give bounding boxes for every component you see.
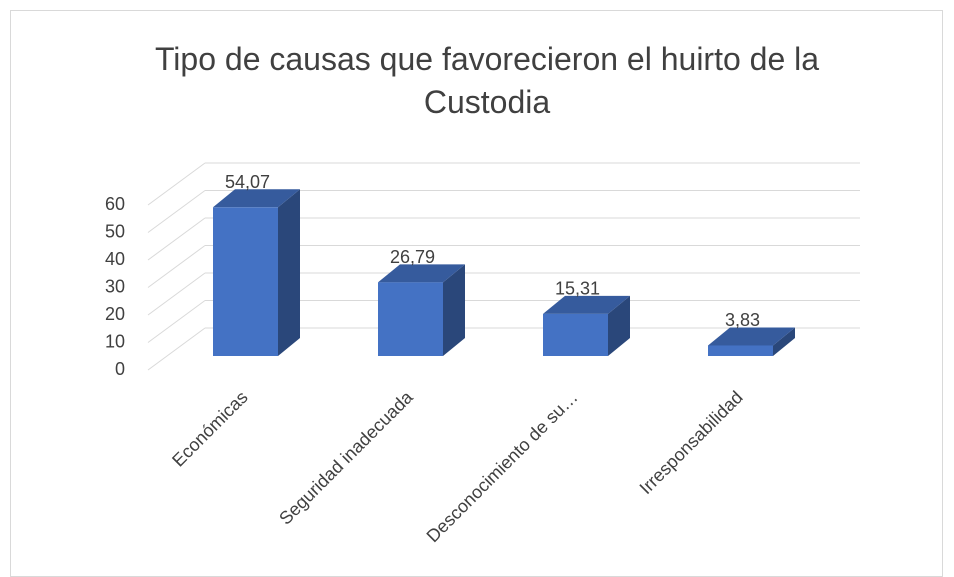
x-tick-label: Económicas [168,387,251,470]
bar-side [443,264,465,356]
bar-top [213,189,300,208]
grid-line [147,300,206,343]
y-tick-label: 10 [105,331,125,351]
bar [378,282,443,356]
bar-top [708,327,795,346]
value-label: 3,83 [725,310,760,330]
x-tick-label: Irresponsabilidad [636,387,747,498]
y-tick-label: 50 [105,221,125,241]
bar-side [773,327,795,356]
chart-title: Tipo de causas que favorecieron el huirt… [154,41,820,120]
bar-side [608,295,630,356]
y-tick-label: 60 [105,194,125,214]
value-label: 54,07 [225,172,270,192]
grid-line [147,190,206,233]
bar-side [278,189,300,356]
grid-line [147,217,206,261]
y-tick-label: 20 [105,304,125,324]
x-tick-label: Seguridad inadecuada [275,386,417,528]
grid-line [147,162,206,206]
grid-line [147,272,206,316]
y-tick-label: 30 [105,276,125,296]
x-tick-label: Desconocimiento de su… [423,387,582,546]
grid-line [147,327,206,371]
y-tick-label: 40 [105,249,125,269]
bar [543,313,608,356]
bar [708,345,773,356]
y-tick-label: 0 [115,359,125,379]
bar-top [378,264,465,283]
bar-top [543,295,630,314]
bar [213,207,278,356]
value-label: 26,79 [390,247,435,267]
grid-line [147,245,206,288]
value-label: 15,31 [555,279,600,299]
